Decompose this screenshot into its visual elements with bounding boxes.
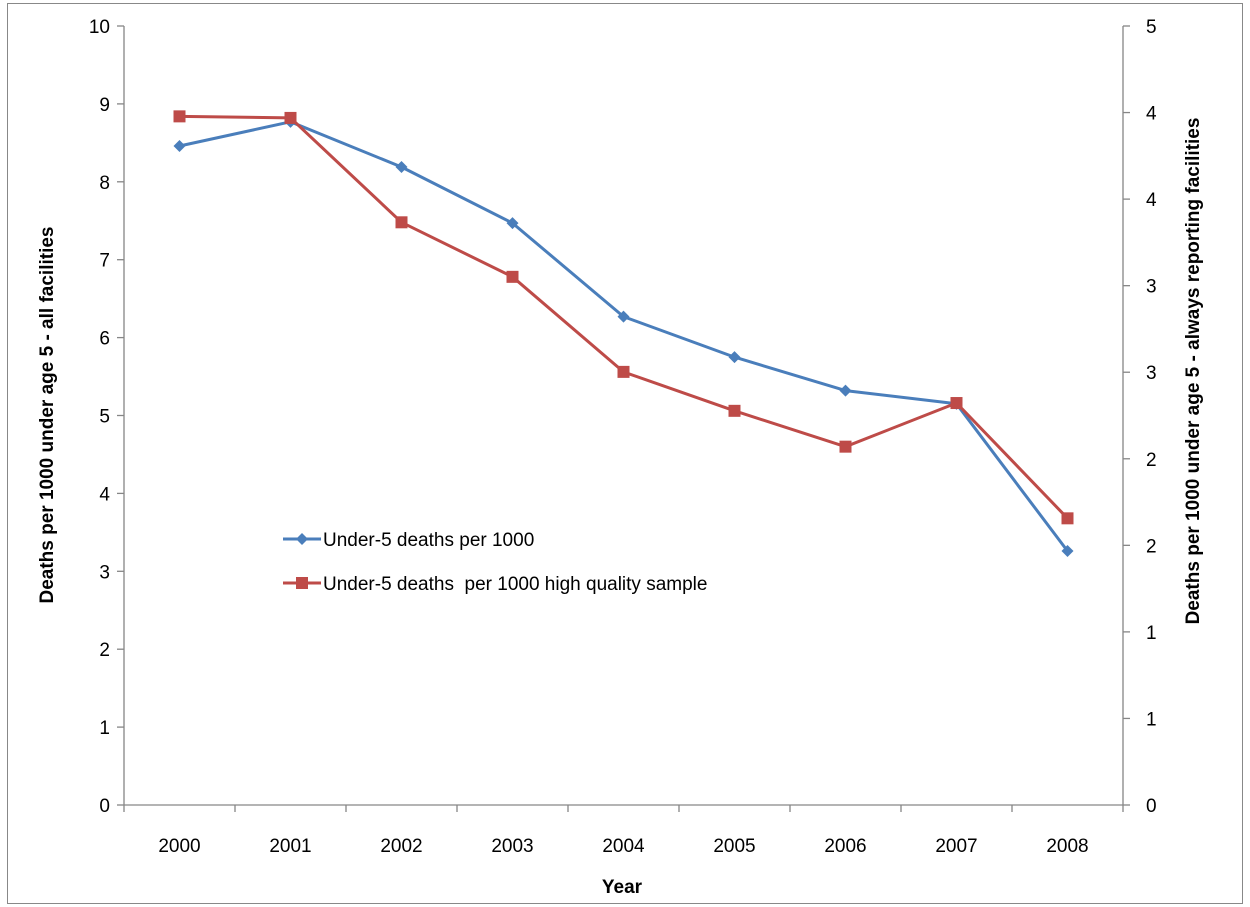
series [173,110,1074,558]
left-y-tick-label: 5 [99,407,110,428]
legend-diamond-marker [296,533,308,545]
legend-square-marker [296,577,308,589]
left-y-tick-label: 4 [99,484,110,505]
data-point-square [395,216,408,229]
x-tick-label: 2000 [158,836,200,857]
series-2 [173,110,1074,525]
x-tick-label: 2003 [491,836,533,857]
data-point-square [173,110,186,123]
left-y-tick-label: 10 [89,17,110,38]
left-y-axis-title: Deaths per 1000 under age 5 - all facili… [37,227,58,604]
data-point-diamond [173,139,186,152]
right-y-tick-label: 4 [1146,104,1157,125]
x-tick-label: 2008 [1046,836,1088,857]
x-tick-label: 2005 [713,836,755,857]
right-y-tick-label: 0 [1146,796,1157,817]
left-y-tick-label: 2 [99,640,110,661]
chart-border [7,3,1243,904]
data-point-square [506,270,519,283]
x-tick-label: 2006 [824,836,866,857]
legend-entry-series-1: Under-5 deaths per 1000 [283,530,534,551]
right-y-tick-label: 2 [1146,450,1157,471]
right-y-tick-label: 5 [1146,17,1157,38]
legend-label-series-2: Under-5 deaths per 1000 high quality sam… [323,574,707,595]
data-point-diamond [1061,545,1074,558]
left-y-tick-label: 8 [99,173,110,194]
right-y-tick-label: 4 [1146,190,1157,211]
x-tick-label: 2001 [269,836,311,857]
x-tick-label: 2002 [380,836,422,857]
data-point-diamond [617,310,630,323]
right-y-axis-title: Deaths per 1000 under age 5 - always rep… [1183,118,1204,625]
data-point-square [284,111,297,124]
data-point-diamond [395,160,408,173]
right-y-tick-label: 1 [1146,709,1157,730]
data-point-diamond [728,351,741,364]
left-y-tick-label: 6 [99,329,110,350]
right-y-tick-label: 2 [1146,536,1157,557]
left-y-tick-label: 9 [99,95,110,116]
right-y-tick-label: 3 [1146,277,1157,298]
legend-label-series-1: Under-5 deaths per 1000 [323,530,534,551]
x-axis-title: Year [602,877,643,898]
right-y-tick-label: 3 [1146,363,1157,384]
data-point-diamond [506,217,519,230]
x-tick-label: 2004 [602,836,645,857]
data-point-square [728,404,741,417]
left-y-tick-label: 7 [99,251,110,272]
left-y-tick-label: 0 [99,796,110,817]
data-point-square [839,440,852,453]
ticks: 0 1 2 3 4 5 6 7 8 9 10 0 1 1 2 2 3 3 4 4 5 2000 2001 2002 2003 20… [89,17,1157,857]
data-point-square [617,365,630,378]
data-point-square [1061,512,1074,525]
data-point-diamond [839,384,852,397]
data-point-square [950,397,963,410]
x-tick-label: 2007 [935,836,977,857]
right-y-tick-label: 1 [1146,623,1157,644]
left-y-tick-label: 1 [99,718,110,739]
legend: Under-5 deaths per 1000 Under-5 deaths p… [283,530,707,595]
legend-entry-series-2: Under-5 deaths per 1000 high quality sam… [283,574,707,595]
left-y-tick-label: 3 [99,562,110,583]
